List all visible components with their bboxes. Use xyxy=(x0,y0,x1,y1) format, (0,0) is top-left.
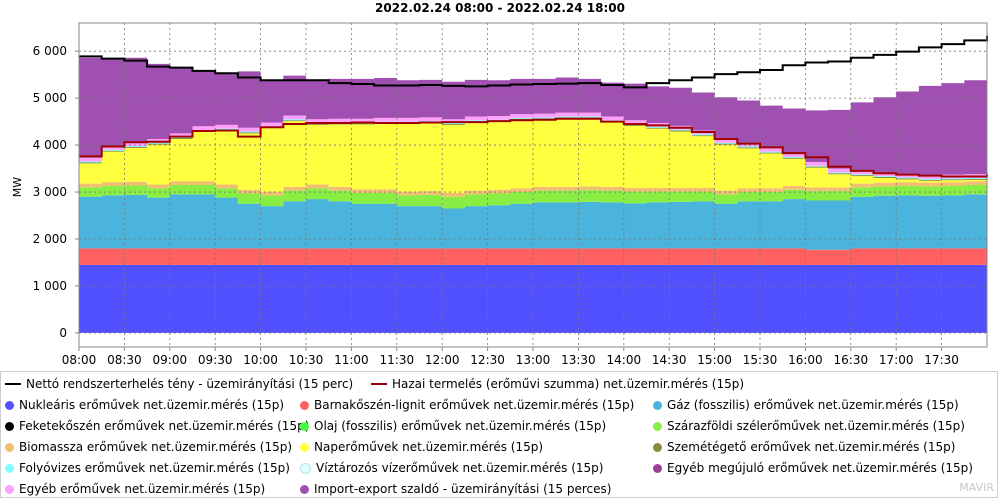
x-tick-label: 11:30 xyxy=(380,353,415,367)
x-tick-label: 08:00 xyxy=(62,353,97,367)
legend-swatch xyxy=(300,462,311,474)
legend-item: Egyéb erőművek net.üzemir.mérés (15p) xyxy=(5,479,265,499)
legend-swatch xyxy=(371,383,387,385)
y-tick-label: 5 000 xyxy=(33,91,67,105)
x-axis-ticks: 08:00 08:30 09:00 09:30 10:00 10:30 11:00 11:30… xyxy=(62,347,959,367)
legend-item: Barnakőszén-lignit erőművek net.üzemir.m… xyxy=(300,395,634,415)
legend-item: Feketekőszén erőművek net.üzemir.mérés (… xyxy=(5,416,309,436)
legend-swatch xyxy=(5,400,14,410)
legend-label: Szemétégető erőművek net.üzemir.mérés (1… xyxy=(667,440,956,454)
x-tick-label: 17:30 xyxy=(924,353,959,367)
legend-label: Feketekőszén erőművek net.üzemir.mérés (… xyxy=(19,419,310,433)
y-tick-label: 6 000 xyxy=(33,44,67,58)
legend-label: Hazai termelés (erőművi szumma) net.üzem… xyxy=(392,377,745,391)
legend-label: Naperőművek net.üzemir.mérés (15p) xyxy=(314,440,544,454)
legend-swatch xyxy=(300,484,309,494)
legend-label: Olaj (fosszilis) erőművek net.üzemir.mér… xyxy=(314,419,607,433)
x-tick-label: 14:00 xyxy=(607,353,642,367)
legend-swatch xyxy=(300,400,309,410)
x-tick-label: 09:00 xyxy=(153,353,188,367)
x-tick-label: 17:00 xyxy=(879,353,914,367)
legend-label: Folyóvizes erőművek net.üzemir.mérés (15… xyxy=(19,461,290,475)
x-tick-label: 12:30 xyxy=(470,353,505,367)
legend-swatch xyxy=(653,421,662,431)
line-netto-rendszerterheles-teny-uzemiranyita xyxy=(79,35,988,89)
legend-swatch xyxy=(5,421,14,431)
legend-item: Biomassza erőművek net.üzemir.mérés (15p… xyxy=(5,437,292,457)
area-barnakoszen-lignit-eromuvek-net-uzemir-m xyxy=(79,248,987,265)
legend-swatch xyxy=(653,463,662,473)
x-tick-label: 15:30 xyxy=(743,353,778,367)
y-axis-ticks: 0 1 000 2 000 3 000 4 000 5 000 6 000 xyxy=(33,44,79,340)
chart-title: 2022.02.24 08:00 - 2022.02.24 18:00 xyxy=(375,1,625,15)
legend-swatch xyxy=(653,442,662,452)
y-tick-label: 3 000 xyxy=(33,185,67,199)
legend-label: Biomassza erőművek net.üzemir.mérés (15p… xyxy=(19,440,293,454)
legend-item: Olaj (fosszilis) erőművek net.üzemir.mér… xyxy=(300,416,606,436)
legend-swatch xyxy=(5,442,14,452)
legend-swatch xyxy=(5,463,14,473)
chart-svg: 2022.02.24 08:00 - 2022.02.24 18:00 MW 0… xyxy=(11,1,988,367)
legend-item: Szemétégető erőművek net.üzemir.mérés (1… xyxy=(653,437,955,457)
legend-label: Barnakőszén-lignit erőművek net.üzemir.m… xyxy=(314,398,635,412)
legend-item: Szárazföldi szélerőművek net.üzemir.méré… xyxy=(653,416,965,436)
legend-item: Import-export szaldó - üzemirányítási (1… xyxy=(300,479,611,499)
x-tick-label: 09:30 xyxy=(198,353,233,367)
legend-item: Folyóvizes erőművek net.üzemir.mérés (15… xyxy=(5,458,290,478)
legend-swatch xyxy=(5,383,21,385)
line-hazai-termeles-eromuvi-szumma-net-uzemir xyxy=(79,117,988,178)
legend-label: Nettó rendszerterhelés tény - üzemirányí… xyxy=(26,377,354,391)
area-gaz-fosszilis-eromuvek-net-uzemir-meres- xyxy=(79,192,987,250)
legend-swatch xyxy=(300,442,309,452)
y-tick-label: 0 xyxy=(59,326,67,340)
x-tick-label: 08:30 xyxy=(107,353,142,367)
legend-item: Gáz (fosszilis) erőművek net.üzemir.méré… xyxy=(653,395,959,415)
legend-label: Egyéb megújuló erőművek net.üzemir.mérés… xyxy=(667,461,973,475)
y-axis-label: MW xyxy=(11,177,24,197)
legend-item: Nukleáris erőművek net.üzemir.mérés (15p… xyxy=(5,395,284,415)
y-tick-label: 1 000 xyxy=(33,279,67,293)
x-tick-label: 10:30 xyxy=(289,353,324,367)
legend-label: Szárazföldi szélerőművek net.üzemir.méré… xyxy=(667,419,965,433)
x-tick-label: 13:00 xyxy=(516,353,551,367)
legend-label: Víztározós vízerőművek net.üzemir.mérés … xyxy=(316,461,604,475)
lines-layer xyxy=(79,35,988,178)
x-tick-label: 16:30 xyxy=(834,353,869,367)
y-tick-label: 4 000 xyxy=(33,138,67,152)
x-tick-label: 12:00 xyxy=(425,353,460,367)
x-tick-label: 11:00 xyxy=(334,353,369,367)
legend-label: Nukleáris erőművek net.üzemir.mérés (15p… xyxy=(19,398,285,412)
legend-item: Naperőművek net.üzemir.mérés (15p) xyxy=(300,437,543,457)
x-tick-label: 10:00 xyxy=(243,353,278,367)
x-tick-label: 16:00 xyxy=(788,353,823,367)
legend-item: Egyéb megújuló erőművek net.üzemir.mérés… xyxy=(653,458,973,478)
legend-label: Egyéb erőművek net.üzemir.mérés (15p) xyxy=(19,482,266,496)
legend-label: Import-export szaldó - üzemirányítási (1… xyxy=(314,482,612,496)
legend-swatch xyxy=(653,400,662,410)
legend-item: Nettó rendszerterhelés tény - üzemirányí… xyxy=(5,374,353,394)
watermark: MAVIR xyxy=(959,481,994,494)
legend-item: Hazai termelés (erőművi szumma) net.üzem… xyxy=(371,374,744,394)
legend-swatch xyxy=(300,421,309,431)
legend-label: Gáz (fosszilis) erőművek net.üzemir.méré… xyxy=(667,398,959,412)
y-tick-label: 2 000 xyxy=(33,232,67,246)
grid-layer xyxy=(78,23,987,347)
legend-item: Víztározós vízerőművek net.üzemir.mérés … xyxy=(300,458,603,478)
legend: Nettó rendszerterhelés tény - üzemirányí… xyxy=(0,371,998,498)
x-tick-label: 13:30 xyxy=(561,353,596,367)
legend-swatch xyxy=(5,484,14,494)
x-tick-label: 14:30 xyxy=(652,353,687,367)
x-tick-label: 15:00 xyxy=(697,353,732,367)
